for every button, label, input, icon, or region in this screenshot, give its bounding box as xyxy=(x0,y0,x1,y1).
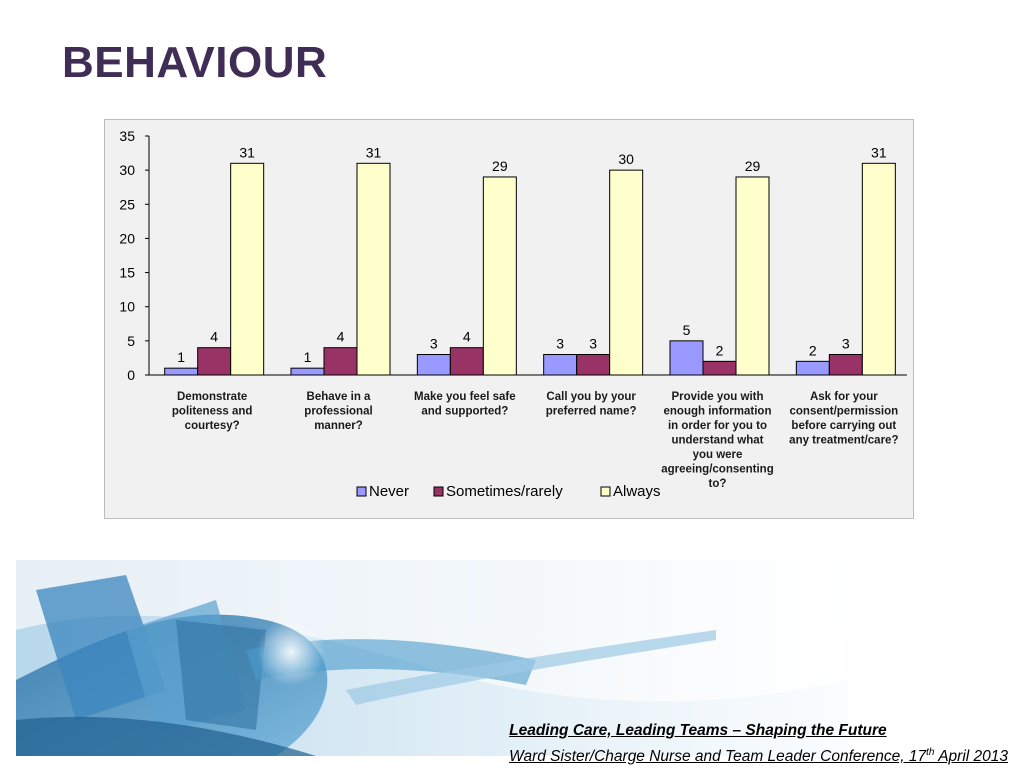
data-label: 3 xyxy=(589,336,597,352)
x-tick-label: Demonstrate xyxy=(177,391,247,403)
data-label: 1 xyxy=(177,349,185,365)
y-tick-label: 20 xyxy=(119,230,135,246)
bar-sometimes-rarely xyxy=(449,347,484,376)
bar-never xyxy=(290,367,325,376)
bar-always xyxy=(609,169,644,376)
footer-details-date: April 2013 xyxy=(934,748,1008,766)
decorative-wave-graphic xyxy=(16,560,848,756)
y-tick-label: 10 xyxy=(119,299,135,315)
y-tick-label: 25 xyxy=(119,196,135,212)
x-tick-label: agreeing/consenting xyxy=(661,464,773,476)
legend-swatch xyxy=(356,486,367,497)
footer-conference-theme: Leading Care, Leading Teams – Shaping th… xyxy=(509,722,887,739)
x-tick-label: professional xyxy=(304,406,372,418)
bar-always xyxy=(482,176,517,376)
data-label: 4 xyxy=(210,329,218,345)
x-tick-label: consent/permission xyxy=(790,406,899,418)
bar-always xyxy=(735,176,770,376)
bar-sometimes-rarely xyxy=(576,354,611,376)
x-tick-label: any treatment/care? xyxy=(789,435,898,447)
bar-sometimes-rarely xyxy=(702,360,737,376)
data-label: 3 xyxy=(556,336,564,352)
x-tick-label: Call you by your xyxy=(546,391,636,403)
legend-label: Always xyxy=(613,483,661,500)
y-tick-label: 0 xyxy=(127,367,135,383)
data-label: 3 xyxy=(430,336,438,352)
legend-label: Never xyxy=(369,483,409,500)
data-label: 4 xyxy=(463,329,471,345)
footer: Leading Care, Leading Teams – Shaping th… xyxy=(509,720,1008,768)
legend-label: Sometimes/rarely xyxy=(446,483,563,500)
data-label: 30 xyxy=(618,151,634,167)
data-label: 31 xyxy=(239,144,255,160)
x-tick-label: Behave in a xyxy=(307,391,372,403)
x-tick-label: Provide you with xyxy=(671,391,763,403)
footer-conference-details: Ward Sister/Charge Nurse and Team Leader… xyxy=(509,742,1008,768)
x-tick-label: to? xyxy=(709,478,727,490)
bar-chart: 051015202530351431Demonstratepoliteness … xyxy=(119,128,907,500)
bar-always xyxy=(861,162,896,376)
bar-never xyxy=(416,354,451,376)
y-tick-label: 30 xyxy=(119,162,135,178)
y-tick-label: 5 xyxy=(127,333,135,349)
x-tick-label: courtesy? xyxy=(185,420,240,432)
y-tick-label: 35 xyxy=(119,128,135,144)
x-tick-label: before carrying out xyxy=(791,420,896,432)
bar-never xyxy=(543,354,578,376)
x-tick-label: Make you feel safe xyxy=(414,391,516,403)
data-label: 3 xyxy=(842,336,850,352)
y-tick-label: 15 xyxy=(119,265,135,281)
x-tick-label: preferred name? xyxy=(546,406,637,418)
data-label: 29 xyxy=(492,158,508,174)
x-tick-label: enough information xyxy=(664,406,772,418)
data-label: 31 xyxy=(871,144,887,160)
data-label: 5 xyxy=(683,322,691,338)
data-label: 2 xyxy=(716,342,724,358)
footer-date-suffix: th xyxy=(926,747,935,758)
bar-sometimes-rarely xyxy=(828,354,863,376)
data-label: 2 xyxy=(809,342,817,358)
data-label: 29 xyxy=(745,158,761,174)
x-tick-label: you were xyxy=(693,449,743,461)
bar-never xyxy=(669,340,704,376)
x-tick-label: in order for you to xyxy=(668,420,767,432)
bar-sometimes-rarely xyxy=(323,347,358,376)
x-tick-label: politeness and xyxy=(172,406,253,418)
footer-details-text: Ward Sister/Charge Nurse and Team Leader… xyxy=(509,748,927,766)
x-tick-label: manner? xyxy=(314,420,363,432)
x-tick-label: and supported? xyxy=(421,406,508,418)
x-tick-label: understand what xyxy=(671,435,763,447)
chart-area: 0 5 10 15 20 25 30 35 1 4 31 Demonstrate politeness … xyxy=(104,119,914,519)
legend-swatch xyxy=(433,486,444,497)
bar-always xyxy=(356,162,391,376)
slide-title: BEHAVIOUR xyxy=(62,38,328,87)
bar-never xyxy=(795,360,830,376)
x-tick-label: Ask for your xyxy=(810,391,878,403)
bar-sometimes-rarely xyxy=(197,347,232,376)
data-label: 1 xyxy=(304,349,312,365)
bar-never xyxy=(164,367,199,376)
legend-swatch xyxy=(600,486,611,497)
data-label: 4 xyxy=(337,329,345,345)
data-label: 31 xyxy=(366,144,382,160)
bar-always xyxy=(230,162,265,376)
